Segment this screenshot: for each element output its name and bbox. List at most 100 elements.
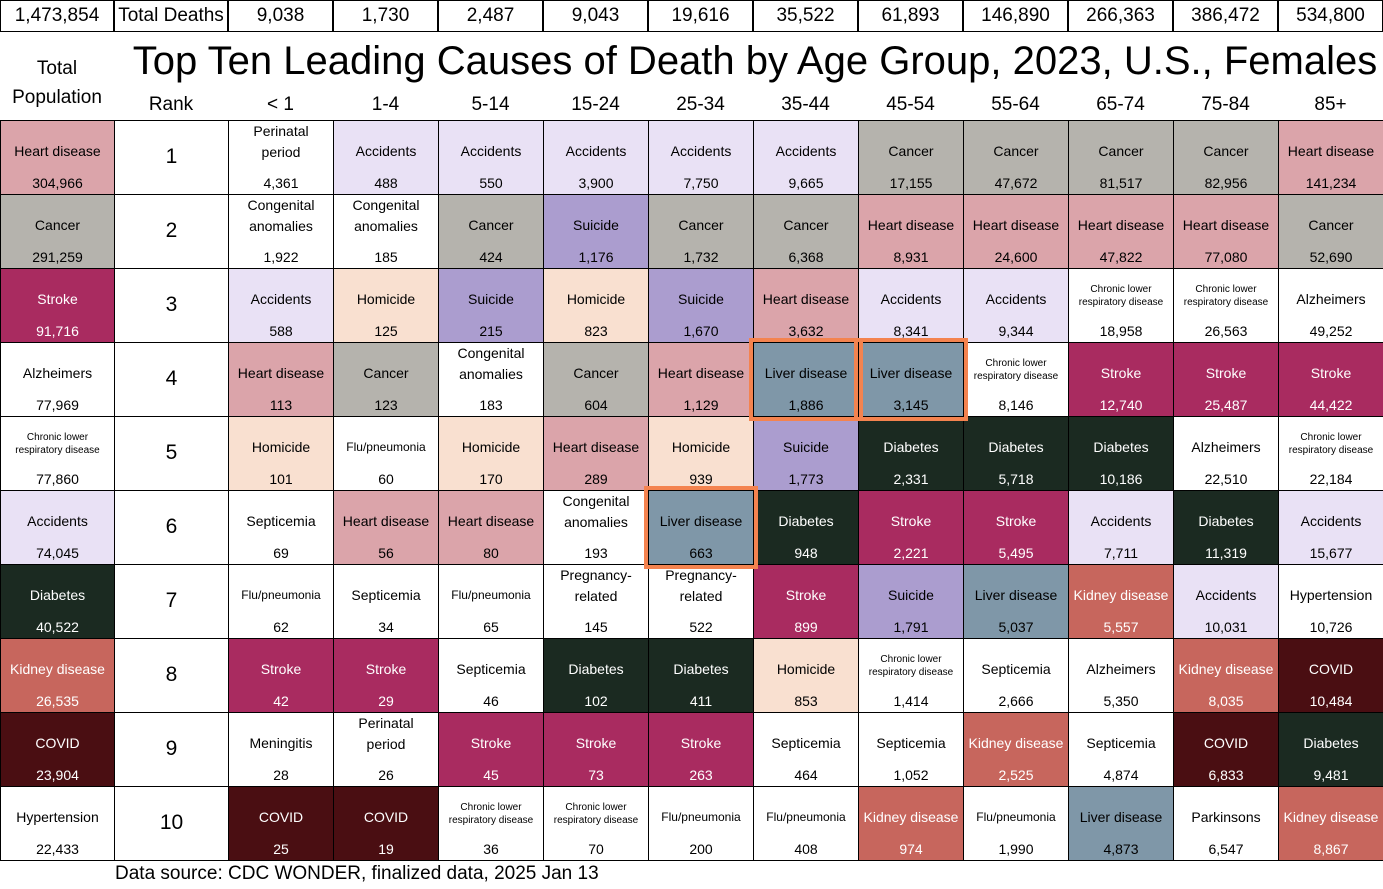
cause-cell: Congenital anomalies 1,922 bbox=[228, 194, 334, 269]
cause-name: Homicide bbox=[461, 439, 521, 455]
cause-cell: Flu/pneumonia 65 bbox=[438, 564, 544, 639]
cause-cell: Suicide 1,791 bbox=[858, 564, 964, 639]
death-count: 4,361 bbox=[263, 175, 299, 191]
cause-name: Heart disease bbox=[552, 439, 640, 455]
death-count: 15,677 bbox=[1309, 545, 1353, 561]
cause-cell: Heart disease 47,822 bbox=[1068, 194, 1174, 269]
cause-name: Homicide bbox=[566, 291, 626, 307]
cause-cell: Suicide 1,176 bbox=[543, 194, 649, 269]
cause-cell: COVID 23,904 bbox=[0, 712, 115, 787]
cause-cell: Heart disease 8,931 bbox=[858, 194, 964, 269]
cause-cell: Homicide 170 bbox=[438, 416, 544, 491]
cause-name: Stroke bbox=[37, 291, 78, 307]
death-count: 5,350 bbox=[1103, 693, 1139, 709]
cause-name: COVID bbox=[1203, 735, 1249, 751]
cause-name: Hypertension bbox=[1289, 587, 1373, 603]
death-count: 304,966 bbox=[32, 175, 83, 191]
cause-cell: Stroke 73 bbox=[543, 712, 649, 787]
cause-cell: Chronic lower respiratory disease 70 bbox=[543, 786, 649, 861]
death-count: 424 bbox=[479, 249, 503, 265]
cause-cell: Accidents 10,031 bbox=[1173, 564, 1279, 639]
death-count: 69 bbox=[273, 545, 289, 561]
age-group-header: < 1 bbox=[267, 94, 294, 115]
death-count: 1,176 bbox=[578, 249, 614, 265]
cause-cell: Diabetes 2,331 bbox=[858, 416, 964, 491]
age-group-header: 25-34 bbox=[676, 94, 725, 115]
cause-cell: Liver disease 1,886 bbox=[753, 342, 859, 417]
cause-name: COVID bbox=[258, 809, 304, 825]
cause-cell: Accidents 488 bbox=[333, 120, 439, 195]
age-group-header: 55-64 bbox=[991, 94, 1040, 115]
cause-name: Suicide bbox=[468, 291, 514, 307]
total-deaths-6: 35,522 bbox=[753, 0, 858, 32]
cause-name: Chronic lower respiratory disease bbox=[1288, 432, 1374, 456]
rank-cell: 8 bbox=[114, 638, 229, 713]
cause-cell: Stroke 12,740 bbox=[1068, 342, 1174, 417]
cause-cell: Hypertension 22,433 bbox=[0, 786, 115, 861]
cause-cell: Liver disease 4,873 bbox=[1068, 786, 1174, 861]
cause-cell: Chronic lower respiratory disease 22,184 bbox=[1278, 416, 1383, 491]
cause-name: Alzheimers bbox=[22, 365, 93, 381]
death-count: 289 bbox=[584, 471, 608, 487]
total-deaths-11: 534,800 bbox=[1278, 0, 1383, 32]
death-count: 1,990 bbox=[998, 841, 1034, 857]
cause-cell: Heart disease 141,234 bbox=[1278, 120, 1383, 195]
cause-name: Stroke bbox=[575, 735, 617, 751]
death-count: 44,422 bbox=[1309, 397, 1353, 413]
cause-name: Diabetes bbox=[1093, 439, 1149, 455]
cause-name: Chronic lower respiratory disease bbox=[1078, 284, 1164, 308]
death-count: 60 bbox=[378, 471, 394, 487]
death-count: 113 bbox=[269, 397, 293, 413]
rank-number: 7 bbox=[165, 589, 178, 612]
cause-cell: Heart disease 113 bbox=[228, 342, 334, 417]
cause-cell: Kidney disease 8,035 bbox=[1173, 638, 1279, 713]
cause-cell: Congenital anomalies 183 bbox=[438, 342, 544, 417]
cause-name: Heart disease bbox=[447, 513, 535, 529]
cause-cell: Kidney disease 974 bbox=[858, 786, 964, 861]
death-count: 948 bbox=[794, 545, 818, 561]
death-count: 62 bbox=[273, 619, 289, 635]
death-count: 1,052 bbox=[893, 767, 929, 783]
death-count: 291,259 bbox=[32, 249, 83, 265]
total-deaths-4: 9,043 bbox=[543, 0, 648, 32]
cause-cell: Heart disease 56 bbox=[333, 490, 439, 565]
cause-name: Heart disease bbox=[237, 365, 325, 381]
cause-cell: Chronic lower respiratory disease 77,860 bbox=[0, 416, 115, 491]
cause-cell: Perinatal period 4,361 bbox=[228, 120, 334, 195]
cause-name: Cancer bbox=[1308, 217, 1354, 233]
cause-name: Heart disease bbox=[1287, 143, 1375, 159]
total-deaths-9: 266,363 bbox=[1068, 0, 1173, 32]
cause-name: Stroke bbox=[680, 735, 722, 751]
cause-cell: Cancer 17,155 bbox=[858, 120, 964, 195]
death-count: 663 bbox=[689, 545, 713, 561]
age-group-header: 5-14 bbox=[471, 94, 510, 115]
death-count: 77,080 bbox=[1204, 249, 1248, 265]
death-count: 82,956 bbox=[1204, 175, 1248, 191]
cause-cell: Septicemia 1,052 bbox=[858, 712, 964, 787]
cause-name: Accidents bbox=[355, 143, 417, 159]
cause-name: Heart disease bbox=[972, 217, 1060, 233]
cause-cell: Septicemia 34 bbox=[333, 564, 439, 639]
cause-cell: Accidents 74,045 bbox=[0, 490, 115, 565]
death-count: 408 bbox=[794, 841, 818, 857]
cause-cell: COVID 6,833 bbox=[1173, 712, 1279, 787]
cause-name: Liver disease bbox=[869, 365, 953, 381]
death-count: 215 bbox=[479, 323, 503, 339]
cause-name: Flu/pneumonia bbox=[241, 588, 321, 602]
death-count: 823 bbox=[584, 323, 608, 339]
cause-cell: Chronic lower respiratory disease 8,146 bbox=[963, 342, 1069, 417]
cause-name: Septicemia bbox=[981, 661, 1051, 677]
cause-cell: Cancer 604 bbox=[543, 342, 649, 417]
cause-cell: Homicide 853 bbox=[753, 638, 859, 713]
death-count: 25,487 bbox=[1204, 397, 1248, 413]
cause-name: Liver disease bbox=[1079, 809, 1163, 825]
cause-name: Kidney disease bbox=[1178, 661, 1274, 677]
cause-name: Congenital anomalies bbox=[562, 493, 630, 530]
cause-name: Suicide bbox=[573, 217, 619, 233]
death-count: 23,904 bbox=[36, 767, 79, 783]
cause-name: Chronic lower respiratory disease bbox=[553, 802, 639, 826]
cause-cell: Stroke 42 bbox=[228, 638, 334, 713]
cause-cell: Stroke 45 bbox=[438, 712, 544, 787]
cause-name: Accidents bbox=[1090, 513, 1152, 529]
cause-name: Accidents bbox=[1195, 587, 1257, 603]
